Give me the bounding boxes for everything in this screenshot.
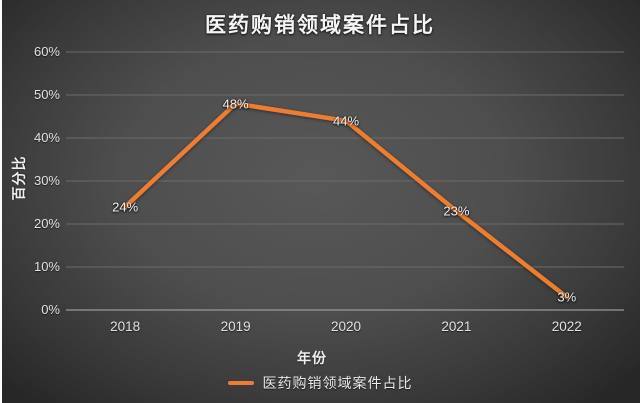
y-tick-label: 0% — [41, 302, 60, 317]
series-line — [122, 101, 570, 300]
y-axis-title: 百分比 — [11, 155, 27, 201]
data-point-label: 48% — [222, 96, 249, 112]
x-tick-label: 2018 — [110, 319, 141, 334]
data-point-label: 3% — [557, 289, 577, 305]
chart-title: 医药购销领域案件占比 — [205, 14, 435, 37]
x-tick-label: 2020 — [330, 319, 362, 334]
data-point-label: 23% — [443, 203, 470, 219]
left-border-strip — [0, 0, 2, 403]
y-tick-label: 50% — [33, 87, 60, 102]
legend: 医药购销领域案件占比 — [0, 373, 640, 393]
y-tick-label: 10% — [33, 259, 60, 274]
legend-label: 医药购销领域案件占比 — [262, 375, 413, 391]
y-tick-label: 30% — [33, 173, 60, 188]
y-tick-label: 60% — [33, 44, 60, 59]
y-tick-label: 20% — [33, 216, 60, 231]
x-tick-label: 2019 — [220, 319, 251, 334]
y-tick-label: 40% — [33, 130, 60, 145]
x-tick-label: 2021 — [441, 319, 472, 334]
x-tick-label: 2022 — [551, 319, 582, 334]
legend-line-marker — [227, 381, 254, 385]
data-point-label: 24% — [112, 199, 139, 215]
data-point-label: 44% — [332, 113, 360, 129]
x-axis-title: 年份 — [297, 350, 327, 366]
